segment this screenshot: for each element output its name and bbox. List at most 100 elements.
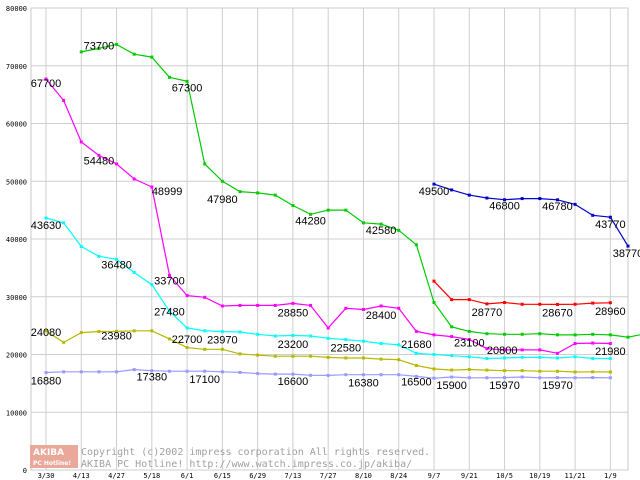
data-point [344, 373, 348, 377]
data-label: 16500 [401, 377, 432, 389]
data-point [291, 354, 295, 358]
data-point [467, 355, 471, 359]
data-point [62, 98, 66, 102]
data-point [62, 340, 66, 344]
data-point [379, 304, 383, 308]
data-label: 23100 [454, 338, 485, 350]
data-point [432, 333, 436, 337]
data-label: 21680 [401, 339, 432, 351]
data-point [538, 355, 542, 359]
data-point [167, 75, 171, 79]
data-point [309, 373, 313, 377]
data-point [573, 202, 577, 206]
data-label: 28400 [366, 310, 397, 322]
data-point [132, 52, 136, 56]
data-point [273, 334, 277, 338]
data-point [203, 295, 207, 299]
data-point [573, 342, 577, 346]
data-point [485, 368, 489, 372]
data-point [555, 302, 559, 306]
data-point [591, 341, 595, 345]
data-point [608, 333, 612, 337]
data-point [256, 332, 260, 336]
data-point [608, 370, 612, 374]
x-tick-label: 6/29 [249, 472, 266, 480]
x-tick-label: 6/1 [181, 472, 194, 480]
data-point [97, 254, 101, 258]
data-point [608, 342, 612, 346]
data-label: 43770 [595, 219, 626, 231]
data-point [79, 140, 83, 144]
data-point [185, 294, 189, 298]
data-label: 16380 [348, 377, 379, 389]
data-point [626, 335, 630, 339]
data-point [573, 370, 577, 374]
data-point [115, 329, 119, 333]
data-label: 73700 [84, 40, 115, 52]
data-point [414, 363, 418, 367]
data-point [485, 196, 489, 200]
data-label: 22700 [172, 334, 203, 346]
data-point [432, 279, 436, 283]
data-label: 44280 [295, 215, 326, 227]
data-label: 33700 [154, 275, 185, 287]
data-point [555, 198, 559, 202]
y-tick-label: 50000 [6, 178, 27, 186]
data-point [97, 46, 101, 50]
data-labels: 73700 67700 67300 54480 48999 47980 44280 42580… [31, 40, 640, 392]
data-point [97, 330, 101, 334]
data-label: 28670 [542, 307, 573, 319]
data-point [503, 348, 507, 352]
data-point [115, 370, 119, 374]
data-point [115, 42, 119, 46]
data-point [273, 372, 277, 376]
data-label: 67700 [31, 78, 62, 90]
data-point [132, 368, 136, 372]
data-point [450, 375, 454, 379]
data-label: 49500 [419, 186, 450, 198]
x-tick-label: 3/30 [38, 472, 55, 480]
data-label: 28960 [595, 306, 626, 318]
data-point [150, 185, 154, 189]
x-tick-label: 9/7 [428, 472, 441, 480]
x-tick-label: 9/21 [461, 472, 478, 480]
data-point [79, 370, 83, 374]
grid [30, 7, 629, 471]
data-point [503, 332, 507, 336]
data-point [520, 375, 524, 379]
data-point [238, 190, 242, 194]
data-label: 17380 [137, 372, 168, 384]
data-label: 16880 [31, 376, 62, 388]
data-point [273, 303, 277, 307]
data-point [309, 212, 313, 216]
data-point [450, 325, 454, 329]
data-point [309, 303, 313, 307]
data-label: 21980 [595, 346, 626, 358]
data-point [361, 356, 365, 360]
data-point [167, 369, 171, 373]
data-point [44, 216, 48, 220]
data-label: 28770 [472, 307, 503, 319]
x-tick-label: 11/21 [565, 472, 586, 480]
data-point [591, 357, 595, 361]
data-point [238, 330, 242, 334]
data-point [414, 374, 418, 378]
data-point [326, 208, 330, 212]
data-point [591, 213, 595, 217]
data-point [397, 373, 401, 377]
data-point [79, 50, 83, 54]
data-point [450, 368, 454, 372]
data-label: 54480 [84, 155, 115, 167]
data-point [309, 334, 313, 338]
data-point [538, 302, 542, 306]
data-point [573, 376, 577, 380]
data-point [503, 301, 507, 305]
data-point [203, 162, 207, 166]
data-point [555, 356, 559, 360]
data-point [520, 348, 524, 352]
y-tick-label: 60000 [6, 121, 27, 129]
data-point [79, 245, 83, 249]
data-point [291, 301, 295, 305]
